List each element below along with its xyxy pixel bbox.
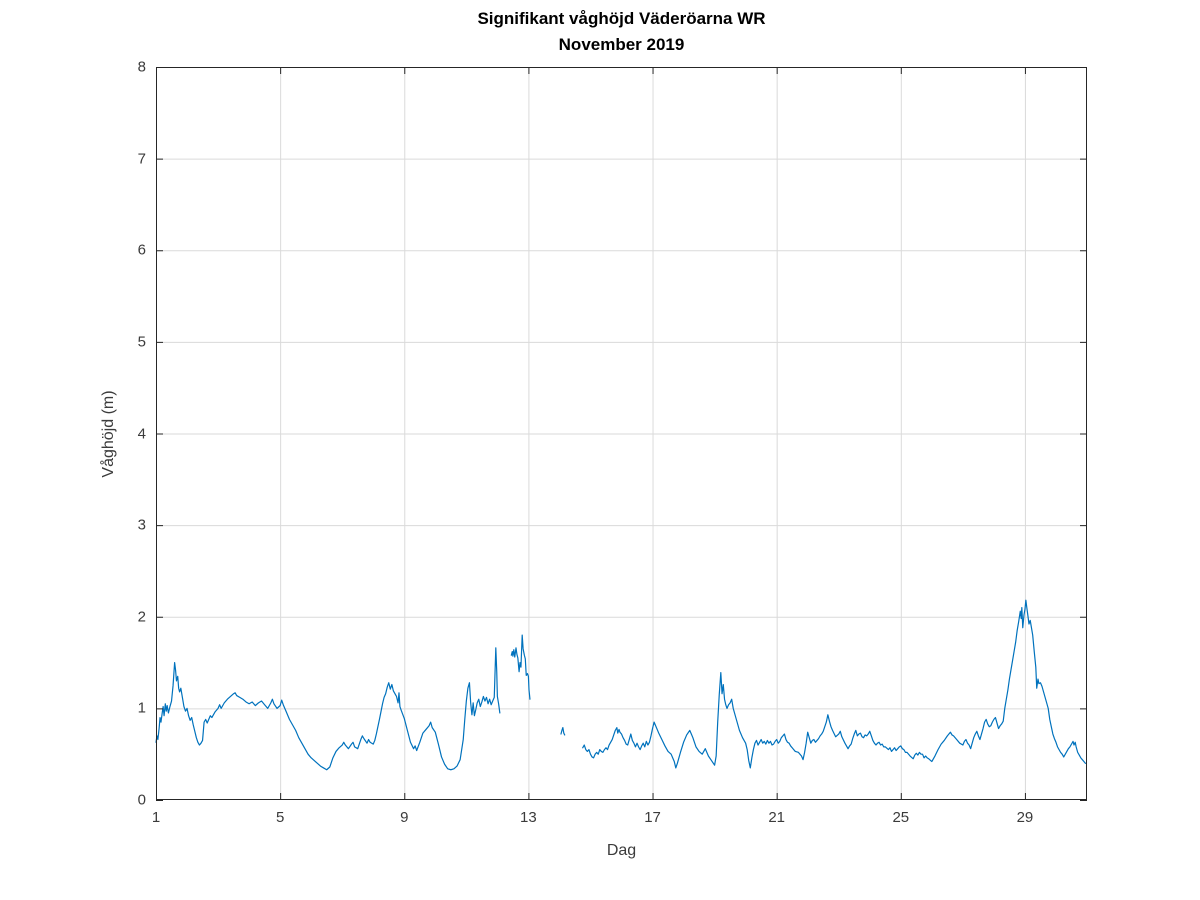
x-tick-label: 21 (768, 809, 785, 826)
data-line-segment (560, 727, 566, 736)
y-axis-label: Våghöjd (m) (100, 389, 117, 478)
y-tick-label: 1 (137, 699, 146, 717)
x-tick-label: 1 (151, 809, 161, 826)
x-tick-label: 29 (1016, 809, 1034, 826)
data-line-segment (155, 647, 501, 771)
y-tick-label: 5 (137, 333, 146, 351)
x-tick-label: 5 (275, 809, 285, 826)
chart-subtitle: November 2019 (558, 35, 685, 55)
y-tick-label: 3 (137, 516, 146, 534)
x-tick-label: 9 (400, 809, 409, 826)
y-tick-label: 2 (137, 608, 146, 626)
chart-title: Signifikant våghöjd Väderöarna WR (477, 9, 766, 28)
y-tick-label: 6 (137, 241, 146, 259)
y-tick-label: 4 (137, 425, 146, 442)
x-tick-label: 13 (520, 809, 537, 826)
x-tick-label: 25 (892, 809, 910, 826)
x-tick-label: 17 (644, 809, 661, 826)
y-tick-label: 8 (137, 58, 146, 76)
y-tick-label: 0 (137, 791, 146, 809)
y-tick-label: 7 (137, 150, 146, 168)
data-line-segment (510, 634, 531, 700)
chart-title-block: Signifikant våghöjd Väderöarna WR Novemb… (156, 6, 1087, 59)
x-axis-label: Dag (606, 842, 637, 859)
data-line-segment (582, 599, 1087, 769)
